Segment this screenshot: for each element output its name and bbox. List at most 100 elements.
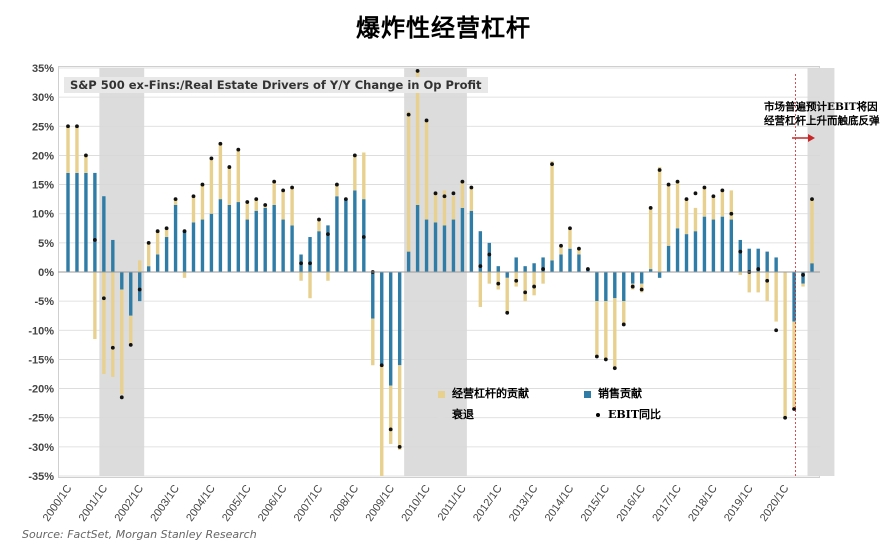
op-leverage-bar (693, 207, 698, 232)
x-tick-label: 2006/1C (256, 483, 290, 524)
op-leverage-bar (84, 155, 88, 173)
sales-bar (604, 272, 608, 302)
sales-bar (442, 225, 447, 272)
ebit-point (245, 200, 250, 204)
y-tick-label: -35% (28, 471, 54, 483)
arrow-head-icon (808, 134, 815, 142)
op-leverage-bar (299, 272, 303, 281)
sales-bar (388, 272, 393, 386)
op-leverage-bar (93, 272, 97, 340)
ebit-point (621, 322, 626, 327)
ebit-point (263, 203, 268, 207)
op-leverage-bar (200, 184, 205, 220)
op-leverage-bar (729, 190, 734, 220)
sales-bar (236, 202, 241, 272)
sales-bar (666, 245, 671, 272)
op-leverage-bar (451, 196, 456, 220)
y-tick-label: -5% (34, 296, 54, 308)
ebit-point (810, 197, 814, 202)
x-tick-label: 2019/1C (722, 483, 756, 524)
x-tick-label: 2010/1C (399, 483, 433, 524)
ebit-point (711, 194, 716, 199)
ebit-point (514, 278, 519, 283)
ebit-point (648, 205, 653, 210)
ebit-point (343, 197, 348, 202)
y-tick-label: 30% (32, 92, 54, 104)
legend-label-op-leverage: 经营杠杆的贡献 (452, 387, 529, 400)
ebit-point (101, 296, 106, 301)
ebit-point (666, 182, 671, 187)
ebit-point (586, 267, 590, 271)
x-tick-label: 2002/1C (112, 483, 146, 524)
y-tick-label: 25% (32, 121, 54, 133)
ebit-point (290, 185, 294, 190)
op-leverage-bar (460, 181, 465, 208)
sales-bar (568, 248, 572, 272)
ebit-point (119, 395, 124, 400)
sales-bar (433, 222, 438, 272)
op-leverage-bar (532, 272, 536, 296)
sales-bar (102, 196, 106, 272)
sales-bar (254, 210, 258, 272)
sales-bar (218, 199, 223, 272)
legend-swatch-op-leverage (438, 390, 445, 398)
op-leverage-bar (747, 272, 751, 293)
op-leverage-bar (362, 152, 366, 200)
sales-bar (415, 204, 420, 272)
op-leverage-bar (433, 193, 438, 223)
sales-bar (622, 272, 626, 302)
ebit-point (451, 191, 456, 196)
sales-bar (550, 260, 554, 272)
ebit-point (541, 267, 545, 271)
sales-bar (810, 263, 814, 272)
op-leverage-bar (353, 155, 357, 191)
sales-bar (684, 234, 689, 272)
sales-bar (756, 248, 760, 272)
sales-bar (559, 254, 563, 272)
ebit-point (164, 226, 169, 231)
ebit-point (191, 194, 196, 199)
sales-bar (380, 272, 384, 366)
ebit-point (424, 118, 429, 123)
op-leverage-bar (66, 126, 70, 173)
ebit-point (146, 240, 151, 245)
ebit-point (84, 153, 88, 158)
sales-bar (711, 219, 716, 272)
op-leverage-bar (111, 272, 115, 377)
op-leverage-bar (406, 111, 411, 252)
ebit-point (299, 261, 303, 266)
y-tick-label: -10% (28, 325, 54, 337)
op-leverage-bar (335, 184, 339, 197)
ebit-point (110, 345, 115, 350)
op-leverage-bar (371, 318, 375, 366)
op-leverage-bar (397, 365, 402, 450)
ebit-point (272, 179, 277, 184)
sales-bar (514, 257, 518, 272)
op-leverage-bar (783, 272, 787, 418)
ebit-point (460, 179, 465, 184)
ebit-point (128, 342, 133, 347)
ebit-point (720, 188, 725, 193)
op-leverage-bar (155, 231, 160, 255)
ebit-point (352, 153, 357, 158)
sales-bar (227, 204, 232, 272)
ebit-point (137, 287, 142, 292)
ebit-point (532, 284, 537, 289)
ebit-point (487, 252, 492, 257)
sales-bar (317, 231, 321, 272)
sales-bar (209, 213, 214, 272)
sales-bar (173, 204, 178, 272)
sales-bar (451, 219, 456, 272)
sales-bar (595, 272, 599, 302)
sales-bar (478, 231, 483, 272)
sales-bar (146, 266, 151, 272)
source-note: Source: FactSet, Morgan Stanley Research (22, 528, 257, 541)
sales-bar (182, 231, 187, 272)
sales-bar (496, 266, 500, 272)
ebit-point (254, 197, 259, 202)
y-tick-label: -30% (28, 442, 54, 454)
x-tick-label: 2000/1C (41, 483, 75, 524)
y-tick-label: 5% (38, 238, 54, 250)
op-leverage-bar (415, 70, 420, 205)
sales-bar (75, 172, 79, 272)
